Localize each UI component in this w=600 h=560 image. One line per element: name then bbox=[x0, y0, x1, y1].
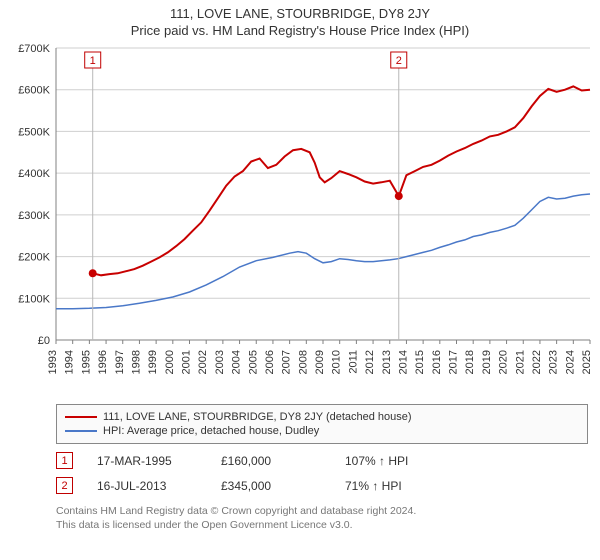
svg-text:2024: 2024 bbox=[564, 350, 576, 374]
svg-text:1999: 1999 bbox=[147, 350, 159, 374]
transaction-price: £345,000 bbox=[221, 479, 321, 493]
svg-text:2005: 2005 bbox=[247, 350, 259, 374]
svg-text:2001: 2001 bbox=[181, 350, 193, 374]
footer-line: Contains HM Land Registry data © Crown c… bbox=[56, 504, 588, 518]
transaction-row: 1 17-MAR-1995 £160,000 107% ↑ HPI bbox=[56, 448, 588, 473]
legend-row: HPI: Average price, detached house, Dudl… bbox=[65, 425, 579, 437]
footer-line: This data is licensed under the Open Gov… bbox=[56, 518, 588, 532]
svg-text:£0: £0 bbox=[38, 335, 50, 347]
svg-text:2003: 2003 bbox=[214, 350, 226, 374]
svg-text:2015: 2015 bbox=[414, 350, 426, 374]
legend-swatch bbox=[65, 430, 97, 432]
svg-text:2012: 2012 bbox=[364, 350, 376, 374]
svg-text:2007: 2007 bbox=[281, 350, 293, 374]
marker-badge: 1 bbox=[56, 452, 73, 469]
svg-text:2: 2 bbox=[396, 55, 402, 67]
svg-text:£600K: £600K bbox=[18, 85, 50, 97]
svg-text:2020: 2020 bbox=[498, 350, 510, 374]
svg-text:2006: 2006 bbox=[264, 350, 276, 374]
svg-text:2009: 2009 bbox=[314, 350, 326, 374]
legend-swatch bbox=[65, 416, 97, 418]
transaction-table: 1 17-MAR-1995 £160,000 107% ↑ HPI 2 16-J… bbox=[56, 448, 588, 498]
transaction-pct: 107% ↑ HPI bbox=[345, 454, 435, 468]
svg-text:1: 1 bbox=[90, 55, 96, 67]
footer: Contains HM Land Registry data © Crown c… bbox=[56, 504, 588, 532]
transaction-pct: 71% ↑ HPI bbox=[345, 479, 435, 493]
svg-text:2011: 2011 bbox=[347, 350, 359, 374]
svg-text:2000: 2000 bbox=[164, 350, 176, 374]
svg-text:1997: 1997 bbox=[114, 350, 126, 374]
marker-badge: 2 bbox=[56, 477, 73, 494]
transaction-row: 2 16-JUL-2013 £345,000 71% ↑ HPI bbox=[56, 473, 588, 498]
svg-text:1996: 1996 bbox=[97, 350, 109, 374]
legend-label: HPI: Average price, detached house, Dudl… bbox=[103, 425, 319, 437]
svg-text:£200K: £200K bbox=[18, 252, 50, 264]
svg-text:2017: 2017 bbox=[448, 350, 460, 374]
svg-text:£100K: £100K bbox=[18, 293, 50, 305]
svg-text:2010: 2010 bbox=[331, 350, 343, 374]
svg-text:£500K: £500K bbox=[18, 126, 50, 138]
svg-text:1995: 1995 bbox=[80, 350, 92, 374]
svg-text:£300K: £300K bbox=[18, 210, 50, 222]
title-block: 111, LOVE LANE, STOURBRIDGE, DY8 2JY Pri… bbox=[0, 0, 600, 40]
legend-row: 111, LOVE LANE, STOURBRIDGE, DY8 2JY (de… bbox=[65, 411, 579, 423]
svg-text:2023: 2023 bbox=[548, 350, 560, 374]
svg-text:1993: 1993 bbox=[47, 350, 59, 374]
svg-text:1998: 1998 bbox=[130, 350, 142, 374]
svg-text:£400K: £400K bbox=[18, 168, 50, 180]
svg-text:1994: 1994 bbox=[64, 350, 76, 374]
chart-svg: £0 £100K £200K £300K £400K £500K £600K £700K 199… bbox=[0, 40, 600, 400]
svg-text:2022: 2022 bbox=[531, 350, 543, 374]
transaction-date: 17-MAR-1995 bbox=[97, 454, 197, 468]
svg-text:2002: 2002 bbox=[197, 350, 209, 374]
svg-text:2008: 2008 bbox=[297, 350, 309, 374]
svg-text:2025: 2025 bbox=[581, 350, 593, 374]
title-sub: Price paid vs. HM Land Registry's House … bbox=[8, 23, 592, 38]
transaction-date: 16-JUL-2013 bbox=[97, 479, 197, 493]
svg-text:£700K: £700K bbox=[18, 43, 50, 55]
legend: 111, LOVE LANE, STOURBRIDGE, DY8 2JY (de… bbox=[56, 404, 588, 444]
svg-text:2016: 2016 bbox=[431, 350, 443, 374]
svg-text:2014: 2014 bbox=[397, 350, 409, 374]
transaction-price: £160,000 bbox=[221, 454, 321, 468]
svg-text:2019: 2019 bbox=[481, 350, 493, 374]
svg-text:2018: 2018 bbox=[464, 350, 476, 374]
price-chart: £0 £100K £200K £300K £400K £500K £600K £700K 199… bbox=[0, 40, 600, 400]
svg-text:2013: 2013 bbox=[381, 350, 393, 374]
svg-text:2021: 2021 bbox=[514, 350, 526, 374]
title-main: 111, LOVE LANE, STOURBRIDGE, DY8 2JY bbox=[8, 6, 592, 21]
svg-text:2004: 2004 bbox=[231, 350, 243, 374]
legend-label: 111, LOVE LANE, STOURBRIDGE, DY8 2JY (de… bbox=[103, 411, 412, 423]
